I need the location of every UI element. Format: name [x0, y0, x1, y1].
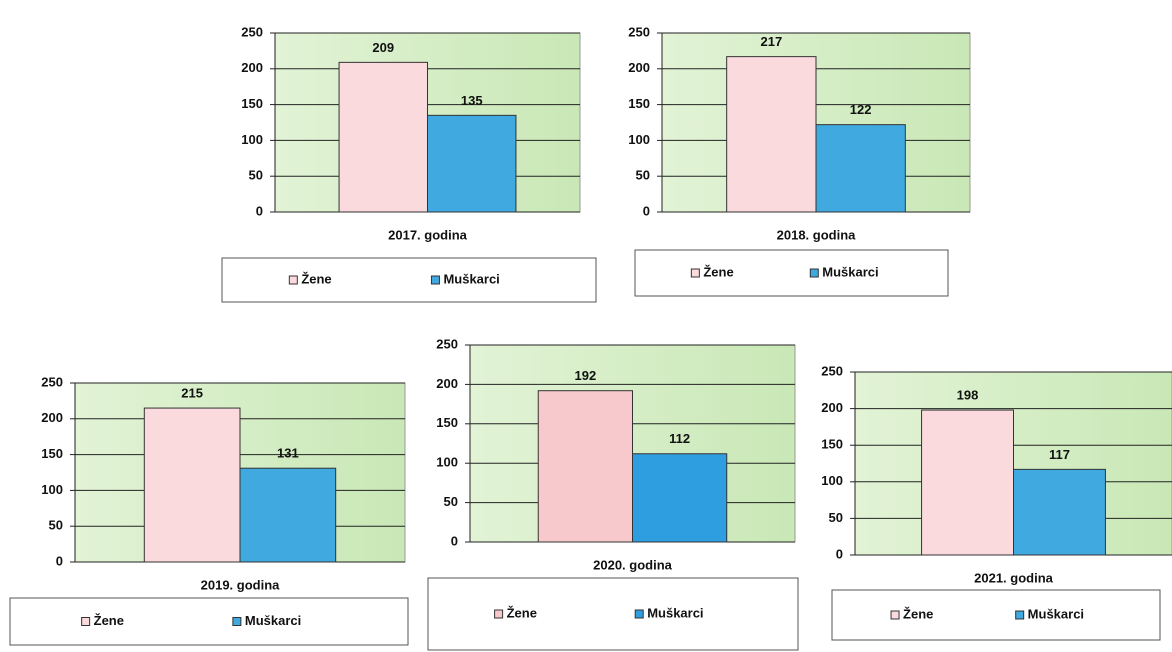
data-label: 135	[461, 93, 483, 108]
legend-label: Muškarci	[822, 264, 878, 279]
y-tick-label: 150	[628, 96, 650, 111]
y-tick-label: 100	[628, 132, 650, 147]
legend-box	[427, 577, 799, 651]
y-tick-label: 50	[444, 494, 458, 509]
bar	[921, 409, 1015, 556]
data-label: 192	[575, 368, 597, 383]
data-label: 217	[760, 34, 782, 49]
x-category-label: 2018. godina	[777, 227, 857, 242]
y-tick-label: 250	[436, 336, 458, 351]
legend-swatch	[430, 275, 440, 285]
legend-swatch	[634, 609, 644, 619]
legend-swatch	[690, 268, 700, 278]
legend-swatch	[809, 268, 819, 278]
y-tick-label: 50	[249, 168, 263, 183]
bar	[143, 407, 241, 563]
y-tick-label: 100	[41, 482, 63, 497]
legend-swatch	[494, 609, 504, 619]
x-category-label: 2017. godina	[388, 227, 468, 242]
legend-swatch	[890, 610, 900, 620]
y-tick-label: 250	[628, 24, 650, 39]
data-label: 215	[181, 385, 203, 400]
data-label: 117	[1049, 447, 1070, 462]
legend-label: Žene	[507, 605, 537, 620]
bar	[1013, 468, 1106, 556]
legend-label: Žene	[903, 606, 933, 621]
legend-swatch	[1015, 610, 1025, 620]
y-tick-label: 200	[241, 60, 263, 75]
y-tick-label: 150	[821, 437, 843, 452]
legend-box	[221, 257, 597, 303]
data-label: 122	[850, 102, 872, 117]
bar	[427, 114, 517, 213]
legend-swatch	[81, 617, 91, 626]
y-tick-label: 200	[41, 410, 63, 425]
legend-label: Muškarci	[245, 613, 301, 628]
bar	[632, 453, 728, 543]
y-tick-label: 100	[821, 473, 843, 488]
bar	[726, 56, 817, 213]
y-tick-label: 200	[821, 400, 843, 415]
legend-label: Muškarci	[443, 271, 499, 286]
legend-label: Žene	[703, 264, 733, 279]
x-category-label: 2019. godina	[201, 577, 281, 592]
data-label: 198	[957, 388, 979, 403]
bar	[338, 61, 428, 213]
bar	[815, 124, 906, 213]
y-tick-label: 200	[628, 60, 650, 75]
bar	[239, 467, 337, 563]
y-tick-label: 0	[56, 553, 63, 568]
x-category-label: 2020. godina	[593, 557, 673, 572]
data-label: 112	[669, 431, 690, 446]
legend-label: Muškarci	[647, 605, 703, 620]
legend-swatch	[232, 617, 242, 626]
y-tick-label: 150	[41, 446, 63, 461]
y-tick-label: 0	[256, 203, 263, 218]
y-tick-label: 0	[451, 533, 458, 548]
y-tick-label: 150	[436, 415, 458, 430]
y-tick-label: 250	[241, 24, 263, 39]
y-tick-label: 100	[436, 455, 458, 470]
y-tick-label: 50	[829, 510, 843, 525]
legend-label: Žene	[301, 271, 331, 286]
y-tick-label: 100	[241, 132, 263, 147]
legend-swatch	[288, 275, 298, 285]
bar	[537, 390, 633, 543]
legend-box	[831, 589, 1161, 641]
y-tick-label: 0	[643, 203, 650, 218]
y-tick-label: 250	[41, 374, 63, 389]
y-tick-label: 0	[836, 546, 843, 561]
y-tick-label: 200	[436, 376, 458, 391]
x-category-label: 2021. godina	[974, 570, 1054, 585]
legend-label: Žene	[94, 613, 124, 628]
y-tick-label: 150	[241, 96, 263, 111]
y-tick-label: 50	[636, 168, 650, 183]
legend-label: Muškarci	[1028, 606, 1084, 621]
legend-box	[9, 597, 409, 646]
data-label: 131	[277, 446, 299, 461]
legend-box	[634, 249, 949, 297]
y-tick-label: 50	[49, 518, 63, 533]
data-label: 209	[372, 40, 394, 55]
y-tick-label: 250	[821, 363, 843, 378]
